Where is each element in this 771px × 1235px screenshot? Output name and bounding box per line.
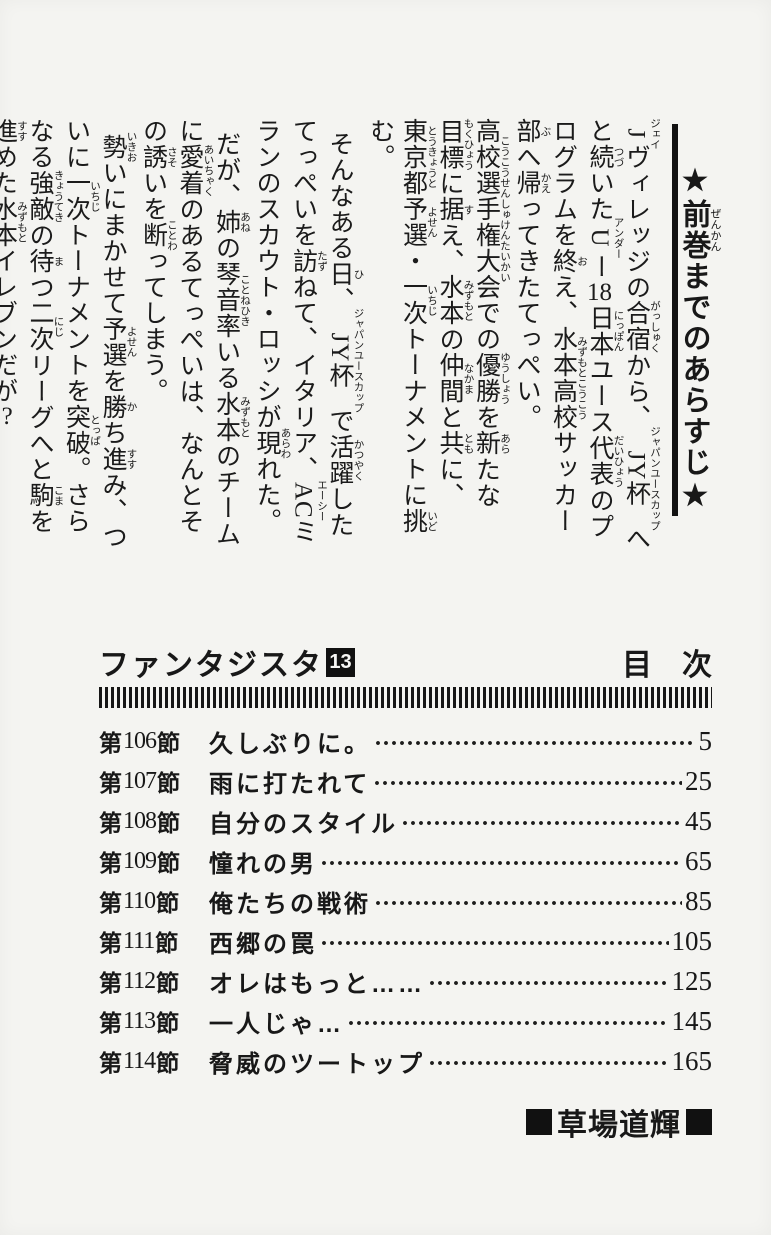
dot-leader <box>320 921 669 961</box>
volume-number-badge: 13 <box>326 647 355 677</box>
chapter-label: 第 106 節 <box>99 727 180 757</box>
series-title: ファンタジスタ <box>99 649 323 682</box>
chapter-label: 第 107 節 <box>99 767 180 797</box>
chapter-label: 第 108 節 <box>99 807 180 837</box>
toc-row: 第 106 節 久しぶりに。 5 <box>99 721 712 761</box>
chapter-title: 脅威のツートップ <box>209 1050 425 1078</box>
chapter-label: 第 111 節 <box>99 927 179 957</box>
dot-leader <box>401 801 682 841</box>
synopsis-paragraph: J ジェイヴィレッジの合宿 がっしゅくから、JY杯 ジャパンユースカップへと続 つづいた… <box>513 118 660 552</box>
synopsis-paragraph: そんなある日 ひ、JY杯 ジャパンユースカップで活躍 かつやくしたてっぺいを訪 たずねて… <box>253 118 364 545</box>
synopsis-title: ★前巻 ぜんかんまでのあらすじ★ <box>678 163 721 514</box>
toc-row: 第 111 節 西郷の罠 105 <box>99 921 712 961</box>
chapter-page-number: 45 <box>685 805 712 836</box>
dot-leader <box>428 1041 669 1081</box>
chapter-label: 第 114 節 <box>99 1047 180 1077</box>
dot-leader <box>374 721 696 761</box>
synopsis-body: J ジェイヴィレッジの合宿 がっしゅくから、JY杯 ジャパンユースカップへと続 つづいた… <box>0 118 660 554</box>
chapter-title: 俺たちの戦術 <box>209 890 371 918</box>
chapter-label: 第 112 節 <box>99 967 180 997</box>
chapter-page-number: 105 <box>671 925 713 956</box>
toc-row: 第 108 節 自分のスタイル 45 <box>99 801 712 841</box>
author-name: 草場道輝 <box>557 1109 681 1142</box>
synopsis-divider-rule <box>672 124 678 516</box>
chapter-page-number: 125 <box>671 965 713 996</box>
chapter-title: 一人じゃ… <box>209 1010 344 1038</box>
chapter-page-number: 85 <box>685 885 712 916</box>
chapter-label: 第 113 節 <box>99 1007 180 1037</box>
toc-row: 第 109 節 憧れの男 65 <box>99 841 712 881</box>
toc-label: 目 次 <box>622 649 712 682</box>
chapter-title: オレはもっと…… <box>209 970 425 998</box>
synopsis-paragraph: だが、姉 あねの琴音率 ことねひきいる水本 みずもとのチームに愛着 あいちゃくのあるてっ… <box>139 118 251 547</box>
dot-leader <box>374 881 682 921</box>
dot-leader <box>373 761 682 801</box>
chapter-title: 西郷の罠 <box>209 930 317 958</box>
toc-list: 第 106 節 久しぶりに。 5 第 107 節 雨に打たれて 25 第 108 節 自分の… <box>99 721 712 1081</box>
author-credit: 草場道輝 <box>526 1100 712 1144</box>
chapter-page-number: 25 <box>685 765 712 796</box>
toc-header: ファンタジスタ 13 目 次 <box>99 640 712 684</box>
chapter-page-number: 165 <box>671 1045 713 1076</box>
chapter-label: 第 110 節 <box>99 887 180 917</box>
toc-row: 第 110 節 俺たちの戦術 85 <box>99 881 712 921</box>
chapter-page-number: 5 <box>698 725 713 756</box>
chapter-label: 第 109 節 <box>99 847 180 877</box>
black-square-icon <box>526 1109 552 1135</box>
chapter-title: 雨に打たれて <box>209 770 371 798</box>
black-square-icon <box>686 1109 712 1135</box>
toc-row: 第 112 節 オレはもっと…… 125 <box>99 961 712 1001</box>
synopsis-paragraph: 高校選手権大会 こうこうせんしゅけんたいかいでの優勝 ゆうしょうを新 あらたな目標 もく… <box>366 118 511 534</box>
dot-leader <box>320 841 682 881</box>
striped-rule <box>99 687 712 708</box>
dot-leader <box>347 1001 669 1041</box>
synopsis-paragraph: 勢いきおいにまかせて予選 よせんを勝 かち進 すすみ、ついに一次 いちじトーナメントを突… <box>0 118 137 550</box>
chapter-page-number: 65 <box>685 845 712 876</box>
chapter-title: 久しぶりに。 <box>209 730 371 758</box>
chapter-page-number: 145 <box>671 1005 713 1036</box>
toc-row: 第 113 節 一人じゃ… 145 <box>99 1001 712 1041</box>
dot-leader <box>428 961 669 1001</box>
toc-row: 第 114 節 脅威のツートップ 165 <box>99 1041 712 1081</box>
toc-row: 第 107 節 雨に打たれて 25 <box>99 761 712 801</box>
chapter-title: 憧れの男 <box>209 850 317 878</box>
chapter-title: 自分のスタイル <box>209 810 398 838</box>
